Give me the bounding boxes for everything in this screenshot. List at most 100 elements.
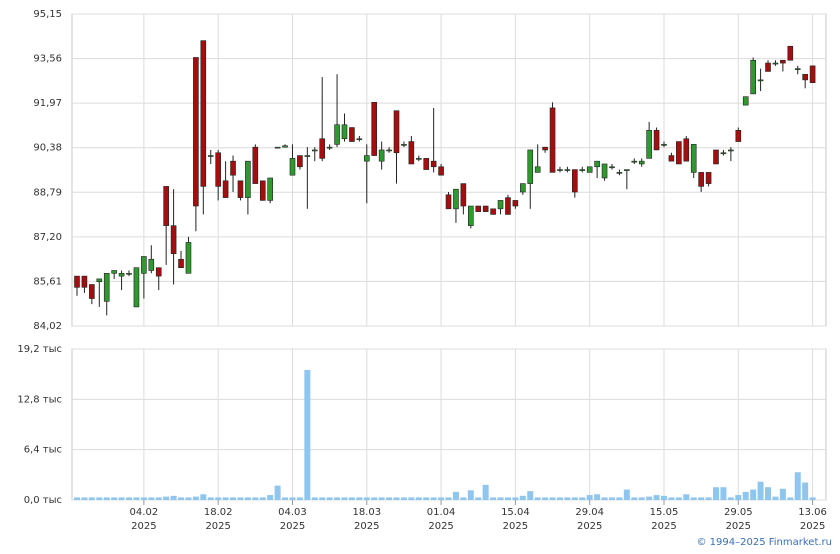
volume-bar [311, 497, 318, 500]
volume-panel [71, 348, 827, 501]
volume-bar [542, 497, 549, 500]
candle-body [668, 155, 675, 162]
candle-body [698, 172, 704, 187]
candle-body [735, 130, 742, 142]
x-tick-year: 2025 [800, 521, 825, 532]
candle-body [74, 275, 80, 288]
candle-body [185, 242, 192, 274]
candle-body [245, 160, 251, 198]
candle-body [430, 160, 437, 168]
x-tick-label: 04.02 [130, 507, 159, 518]
candle-body [401, 144, 407, 146]
candle-body [393, 110, 400, 154]
candle-body [267, 177, 273, 201]
volume-bar [140, 497, 147, 500]
candle-body [103, 272, 110, 302]
volume-bar [579, 497, 586, 500]
volume-bar [81, 497, 88, 500]
volume-bar [675, 497, 682, 500]
volume-bar [460, 497, 467, 500]
y-tick-label: 85,61 [33, 276, 62, 287]
volume-bar [371, 497, 378, 500]
y-tick-label: 84,02 [33, 321, 62, 332]
volume-bar [742, 491, 749, 500]
candle-body [89, 284, 95, 299]
volume-bar [616, 497, 623, 500]
volume-bar [296, 497, 303, 500]
volume-bar [207, 497, 214, 500]
candle-body [624, 169, 630, 171]
volume-bar [564, 497, 571, 500]
volume-bar [244, 497, 251, 500]
candle-body [631, 160, 638, 163]
candle-body [750, 59, 756, 95]
candle-body [534, 166, 541, 173]
candle-body [527, 149, 534, 184]
candle-body [765, 62, 771, 72]
volume-bar [549, 497, 556, 500]
candle-body [713, 149, 719, 165]
candle-body [787, 45, 794, 61]
candle-body [297, 155, 303, 168]
volume-bar [118, 497, 125, 500]
x-tick-label: 29.05 [724, 507, 753, 518]
candle-body [720, 152, 727, 155]
volume-bar [289, 497, 296, 500]
volume-bar [504, 497, 511, 500]
volume-bar [415, 497, 422, 500]
volume-bar [727, 497, 734, 500]
volume-bar [230, 497, 237, 500]
volume-bar [341, 497, 348, 500]
volume-bar [512, 497, 519, 500]
volume-bar [527, 491, 534, 500]
candle-body [230, 160, 236, 176]
volume-bar [720, 487, 727, 500]
candle-body [482, 205, 489, 212]
candle-body [742, 96, 749, 106]
y-tick-label: 0,0 тыс [24, 495, 62, 506]
y-tick-label: 6,4 тыс [24, 445, 62, 456]
volume-bar [772, 496, 779, 500]
candle-body [178, 258, 184, 268]
candle-body [809, 65, 816, 83]
volume-bar [319, 497, 326, 500]
volume-bar [750, 489, 757, 500]
volume-bar [304, 370, 311, 500]
candle-body [274, 146, 281, 149]
candle-body [386, 149, 392, 152]
y-tick-label: 88,79 [33, 187, 62, 198]
candle-body [609, 166, 615, 169]
volume-bar [482, 484, 489, 500]
candle-body [490, 208, 496, 215]
candle-body [572, 169, 578, 193]
volume-bar [757, 481, 764, 500]
candle-body [259, 180, 266, 201]
volume-bar [282, 497, 289, 500]
candle-body [772, 62, 779, 65]
candle-body [460, 183, 467, 207]
volume-bar [438, 497, 445, 500]
candle-body [200, 40, 207, 187]
volume-bar [638, 497, 645, 500]
candle-body [408, 141, 415, 165]
candle-body [438, 166, 444, 176]
volume-bar [519, 495, 526, 500]
candle-body [282, 145, 288, 148]
x-tick-label: 29.04 [575, 507, 604, 518]
volume-bar [690, 497, 697, 500]
copyright: © 1994–2025 Finmarket.ru [696, 537, 832, 548]
candle-body [683, 138, 690, 162]
volume-bar [334, 497, 341, 500]
candle-body [311, 149, 318, 152]
volume-bar [74, 497, 80, 500]
volume-bar [363, 497, 370, 500]
volume-bar [148, 497, 155, 500]
candle-body [780, 59, 786, 64]
volume-bar [787, 497, 794, 500]
volume-bar [713, 487, 720, 500]
volume-bar [430, 497, 437, 500]
x-tick-year: 2025 [428, 521, 453, 532]
candle-body [423, 158, 430, 170]
candle-body [638, 160, 645, 165]
